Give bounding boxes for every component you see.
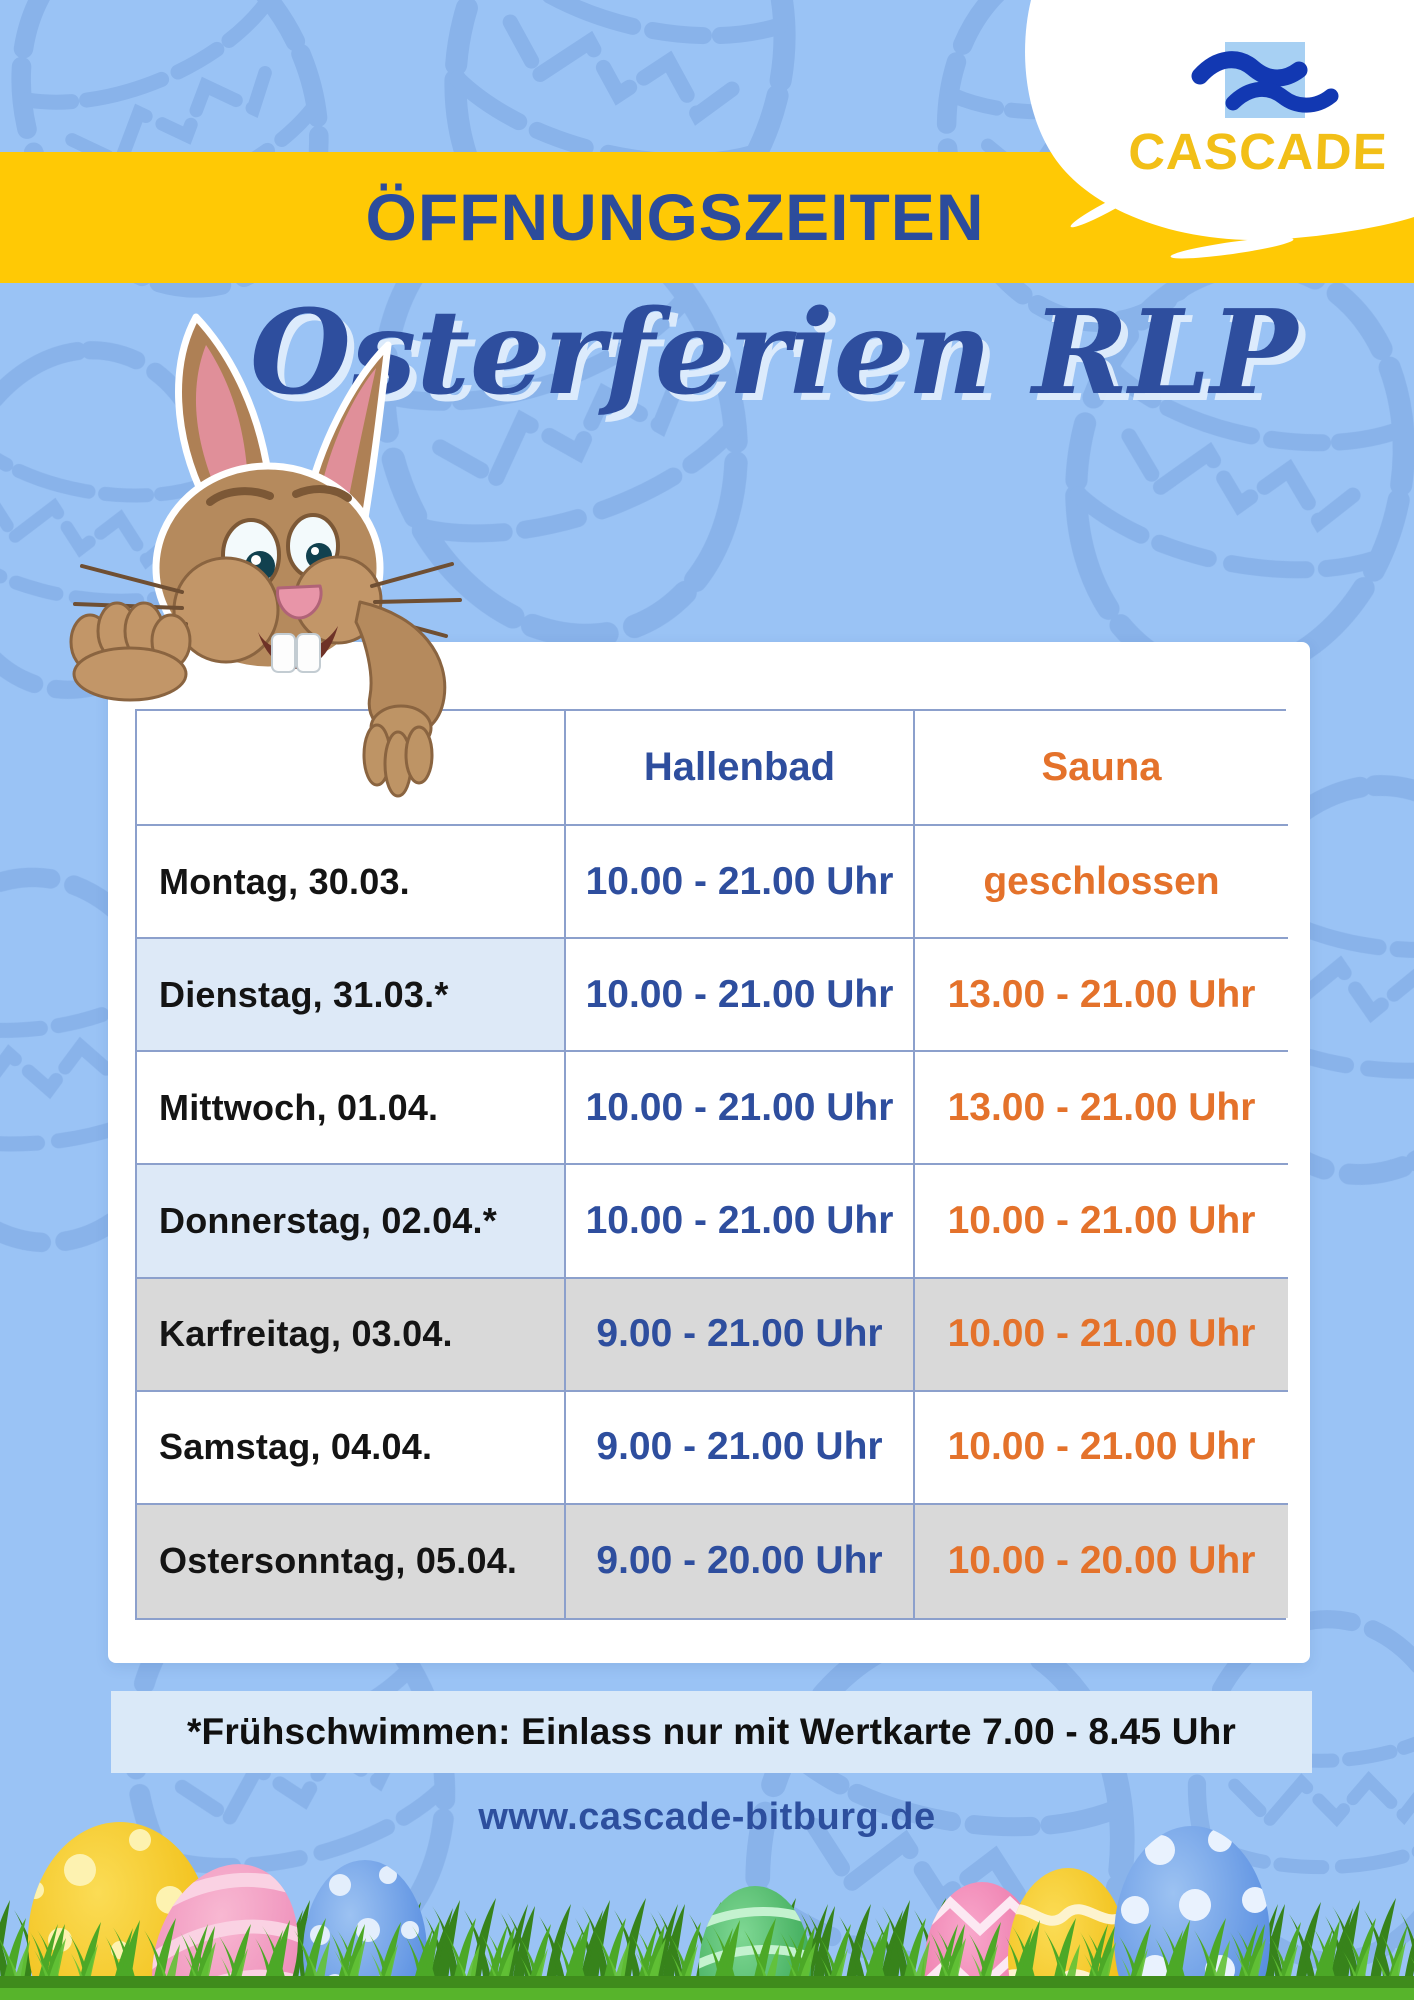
brand-name: CASCADE — [1127, 123, 1389, 180]
hallenbad-cell: 10.00 - 21.00 Uhr — [566, 1165, 915, 1279]
easter-bunny-illustration — [69, 313, 462, 798]
easter-eggs-illustration — [0, 1822, 1414, 2000]
sauna-cell: 13.00 - 21.00 Uhr — [915, 939, 1288, 1053]
sauna-cell: geschlossen — [915, 826, 1288, 940]
sauna-cell: 10.00 - 21.00 Uhr — [915, 1391, 1288, 1505]
hallenbad-cell: 9.00 - 21.00 Uhr — [566, 1391, 915, 1505]
schedule-card: Hallenbad Sauna Montag, 30.03. 10.00 - 2… — [108, 642, 1310, 1663]
website-url: www.cascade-bitburg.de — [478, 1796, 936, 1838]
day-cell: Donnerstag, 02.04.* — [137, 1165, 566, 1279]
hallenbad-cell: 10.00 - 21.00 Uhr — [566, 939, 915, 1053]
hallenbad-cell: 10.00 - 21.00 Uhr — [566, 1052, 915, 1166]
sauna-cell: 10.00 - 21.00 Uhr — [915, 1165, 1288, 1279]
sauna-cell: 10.00 - 20.00 Uhr — [915, 1504, 1288, 1618]
day-cell: Karfreitag, 03.04. — [137, 1278, 566, 1392]
hallenbad-cell: 9.00 - 21.00 Uhr — [566, 1278, 915, 1392]
day-cell: Dienstag, 31.03.* — [137, 939, 566, 1053]
white-brush-blob — [1025, 0, 1414, 241]
column-header-sauna: Sauna — [915, 711, 1288, 826]
column-header-hallenbad: Hallenbad — [566, 711, 915, 826]
sauna-cell: 10.00 - 21.00 Uhr — [915, 1278, 1288, 1392]
hallenbad-cell: 10.00 - 21.00 Uhr — [566, 826, 915, 940]
day-cell: Montag, 30.03. — [137, 826, 566, 940]
hallenbad-cell: 9.00 - 20.00 Uhr — [566, 1504, 915, 1618]
page-title: ÖFFNUNGSZEITEN — [365, 180, 985, 254]
brand-corner — [934, 0, 1414, 262]
footnote-text: *Frühschwimmen: Einlass nur mit Wertkart… — [186, 1711, 1237, 1752]
footnote-bar: *Frühschwimmen: Einlass nur mit Wertkart… — [111, 1691, 1312, 1773]
day-cell: Samstag, 04.04. — [137, 1391, 566, 1505]
cascade-wave-logo — [1191, 42, 1339, 118]
sauna-cell: 13.00 - 21.00 Uhr — [915, 1052, 1288, 1166]
egg-blue-big-dots — [1114, 1826, 1270, 2000]
schedule-table: Hallenbad Sauna Montag, 30.03. 10.00 - 2… — [135, 709, 1288, 1620]
header-corner-cell — [137, 711, 566, 826]
day-cell: Ostersonntag, 05.04. — [137, 1504, 566, 1618]
poster-title: Osterferien RLP — [250, 285, 1298, 421]
day-cell: Mittwoch, 01.04. — [137, 1052, 566, 1166]
